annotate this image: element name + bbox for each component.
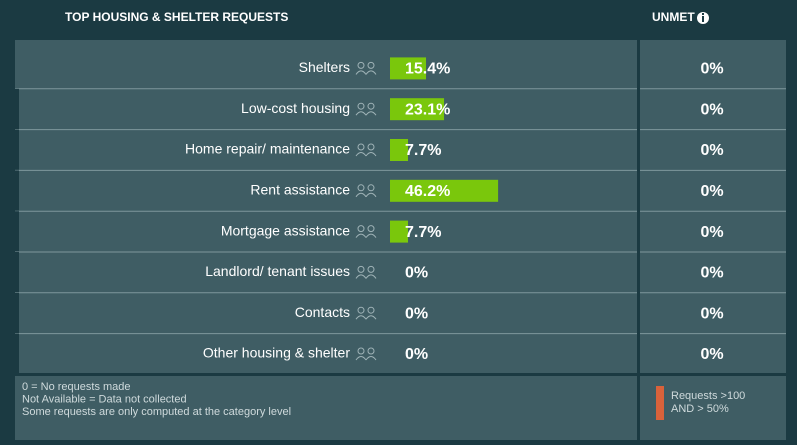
- unmet-label: 0%: [700, 346, 723, 363]
- icon-body: [355, 192, 367, 198]
- category-label: Low-cost housing: [241, 100, 350, 116]
- row-edge: [15, 333, 19, 375]
- bar: [390, 98, 445, 121]
- icon-body: [365, 356, 377, 361]
- person-icon: [355, 102, 377, 116]
- icon-body: [365, 192, 377, 198]
- unmet-label: 0%: [700, 101, 723, 118]
- row-edge: [15, 252, 19, 293]
- bar: [390, 139, 409, 161]
- title: TOP HOUSING & SHELTER REQUESTS: [65, 10, 288, 24]
- icon-body: [365, 111, 377, 116]
- icon-head: [357, 184, 365, 192]
- value-label: 0%: [405, 346, 428, 363]
- person-icon: [355, 61, 377, 75]
- unmet-title: UNMET: [652, 10, 695, 24]
- unmet-label: 0%: [700, 224, 723, 241]
- person-icon: [355, 347, 377, 361]
- icon-head: [357, 143, 365, 151]
- icon-head: [367, 61, 375, 69]
- icon-body: [355, 356, 367, 361]
- row-edge: [15, 88, 19, 130]
- bar: [390, 220, 409, 243]
- icon-head: [357, 225, 365, 233]
- row-edge: [15, 129, 19, 171]
- note: Not Available = Data not collected: [22, 393, 187, 405]
- info-dot: [702, 13, 704, 15]
- unmet-label: 0%: [700, 61, 723, 78]
- icon-body: [355, 152, 367, 157]
- legend-panel: [640, 376, 786, 440]
- icon-head: [357, 347, 365, 355]
- note: Some requests are only computed at the c…: [22, 406, 291, 418]
- legend-swatch: [656, 386, 664, 420]
- icon-head: [357, 61, 365, 69]
- value-label: 23.1%: [405, 101, 450, 118]
- value-label: 7.7%: [405, 224, 441, 241]
- info-stem: [702, 16, 704, 22]
- icon-body: [355, 315, 367, 320]
- bar: [390, 57, 427, 80]
- icon-head: [367, 225, 375, 233]
- bar: [390, 179, 499, 202]
- icon-head: [357, 102, 365, 110]
- icon-head: [367, 184, 375, 192]
- icon-body: [365, 152, 377, 157]
- row-edge: [15, 211, 19, 252]
- legend-text: AND > 50%: [671, 403, 729, 415]
- icon-body: [355, 274, 367, 279]
- icon-body: [365, 274, 377, 279]
- icon-head: [367, 102, 375, 110]
- info-icon[interactable]: [697, 12, 709, 24]
- unmet-label: 0%: [700, 305, 723, 322]
- value-label: 46.2%: [405, 183, 450, 200]
- icon-body: [355, 233, 367, 238]
- row-edge: [15, 170, 19, 212]
- category-label: Home repair/ maintenance: [185, 141, 350, 157]
- value-label: 0%: [405, 305, 428, 322]
- icon-head: [357, 306, 365, 314]
- value-label: 7.7%: [405, 142, 441, 159]
- category-label: Landlord/ tenant issues: [205, 263, 350, 279]
- icon-head: [367, 265, 375, 273]
- person-icon: [355, 184, 377, 198]
- icon-body: [365, 315, 377, 320]
- category-label: Other housing & shelter: [203, 345, 350, 361]
- icon-head: [367, 347, 375, 355]
- icon-head: [357, 265, 365, 273]
- person-icon: [355, 225, 377, 238]
- unmet-label: 0%: [700, 142, 723, 159]
- category-label: Shelters: [299, 59, 350, 75]
- value-label: 15.4%: [405, 61, 450, 78]
- value-label: 0%: [405, 265, 428, 282]
- icon-head: [367, 306, 375, 314]
- legend-text: Requests >100: [671, 390, 745, 402]
- icon-body: [365, 233, 377, 238]
- left-panel: [15, 40, 637, 373]
- icon-head: [367, 143, 375, 151]
- icon-body: [355, 70, 367, 75]
- unmet-label: 0%: [700, 265, 723, 282]
- category-label: Mortgage assistance: [221, 222, 350, 238]
- right-panel: [640, 40, 786, 373]
- notes-panel: [15, 376, 637, 440]
- unmet-label: 0%: [700, 183, 723, 200]
- person-icon: [355, 306, 377, 320]
- person-icon: [355, 265, 377, 279]
- category-label: Contacts: [295, 304, 350, 320]
- icon-body: [365, 70, 377, 75]
- note: 0 = No requests made: [22, 381, 131, 393]
- category-label: Rent assistance: [250, 182, 350, 198]
- row-edge: [15, 292, 19, 334]
- person-icon: [355, 143, 377, 157]
- icon-body: [355, 111, 367, 116]
